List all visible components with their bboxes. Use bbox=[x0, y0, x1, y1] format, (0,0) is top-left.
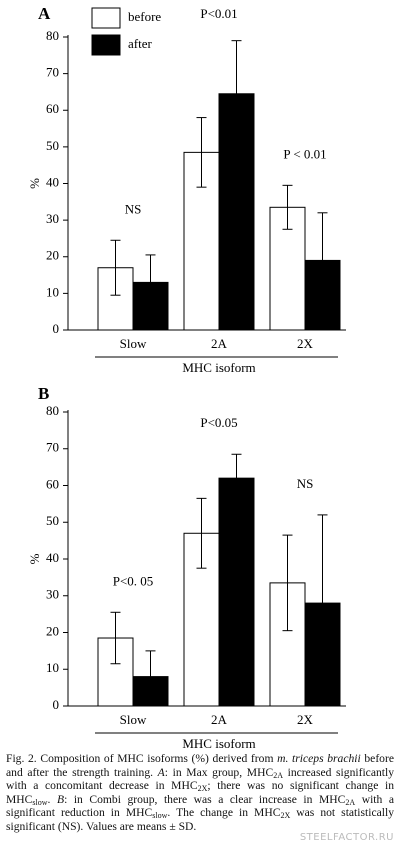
x-tick-label: 2X bbox=[297, 336, 314, 351]
x-axis-label: MHC isoform bbox=[182, 360, 255, 375]
y-tick-label: 80 bbox=[46, 28, 59, 43]
caption-text: : in Max group, MHC bbox=[164, 765, 274, 779]
y-tick-label: 50 bbox=[46, 138, 59, 153]
annotation: P<0.01 bbox=[200, 6, 237, 21]
caption-text: 2X bbox=[280, 811, 291, 821]
y-tick-label: 80 bbox=[46, 403, 59, 418]
caption-text: before and after the strength training. bbox=[6, 752, 394, 779]
y-tick-label: 40 bbox=[46, 550, 59, 565]
caption-text: 2X bbox=[197, 784, 208, 794]
caption: Fig. 2. Composition of MHC isoforms (%) … bbox=[6, 752, 394, 834]
watermark: STEELFACTOR.RU bbox=[299, 832, 394, 843]
y-tick-label: 70 bbox=[46, 65, 59, 80]
caption-text: : in Combi group, there was a clear incr… bbox=[64, 792, 346, 806]
y-tick-label: 20 bbox=[46, 623, 59, 638]
caption-text: Fig. 2. Composition of MHC isoforms (%) … bbox=[6, 752, 278, 765]
caption-text: . The change in MHC bbox=[167, 806, 281, 820]
bar bbox=[218, 477, 255, 707]
annotation: NS bbox=[125, 201, 142, 216]
y-tick-label: 20 bbox=[46, 248, 59, 263]
annotation: P < 0.01 bbox=[283, 146, 326, 161]
y-tick-label: 0 bbox=[53, 697, 60, 712]
x-tick-label: 2A bbox=[211, 712, 228, 727]
caption-text: increased significantly with a concomita… bbox=[6, 765, 394, 793]
y-tick-label: 60 bbox=[46, 476, 59, 491]
x-tick-label: Slow bbox=[120, 712, 147, 727]
y-tick-label: 10 bbox=[46, 660, 59, 675]
caption-text: A bbox=[157, 765, 165, 779]
caption-text: with a significant reduction in MHC bbox=[6, 792, 395, 820]
legend-swatch bbox=[91, 34, 121, 56]
caption-text: slow bbox=[152, 811, 168, 821]
y-tick-label: 60 bbox=[46, 101, 59, 116]
panel-label: A bbox=[38, 4, 51, 23]
caption-text: ; there was no significant change in MHC bbox=[6, 779, 394, 806]
y-tick-label: 50 bbox=[46, 513, 59, 528]
y-tick-label: 10 bbox=[46, 284, 59, 299]
legend-label: after bbox=[128, 36, 152, 51]
x-tick-label: 2X bbox=[297, 712, 314, 727]
caption-text: 2A bbox=[273, 770, 283, 780]
y-axis-label: % bbox=[27, 553, 42, 564]
y-tick-label: 30 bbox=[46, 211, 59, 226]
x-tick-label: Slow bbox=[120, 336, 147, 351]
caption-text: 2A bbox=[345, 797, 356, 807]
x-axis-label: MHC isoform bbox=[182, 736, 255, 750]
annotation: NS bbox=[297, 476, 314, 491]
caption-text: B bbox=[56, 792, 65, 806]
legend-swatch bbox=[91, 7, 121, 29]
x-tick-label: 2A bbox=[211, 336, 228, 351]
panel-label: B bbox=[38, 384, 49, 403]
caption-text: slow bbox=[32, 797, 48, 807]
legend-label: before bbox=[128, 9, 161, 24]
y-tick-label: 70 bbox=[46, 440, 59, 455]
caption-text: was not statistically significant (NS). … bbox=[6, 806, 394, 833]
y-tick-label: 30 bbox=[46, 587, 59, 602]
annotation: P<0. 05 bbox=[113, 573, 154, 588]
annotation: P<0.05 bbox=[200, 415, 237, 430]
y-tick-label: 0 bbox=[53, 321, 60, 336]
y-tick-label: 40 bbox=[46, 174, 59, 189]
figure: A% 0 10 20 30 40 50 60 70 80 MHC isoform Slow NS 2A P<… bbox=[27, 4, 346, 750]
y-axis-label: % bbox=[27, 178, 42, 189]
caption-text: . bbox=[47, 792, 57, 806]
caption-text: m. triceps brachii bbox=[277, 752, 361, 765]
